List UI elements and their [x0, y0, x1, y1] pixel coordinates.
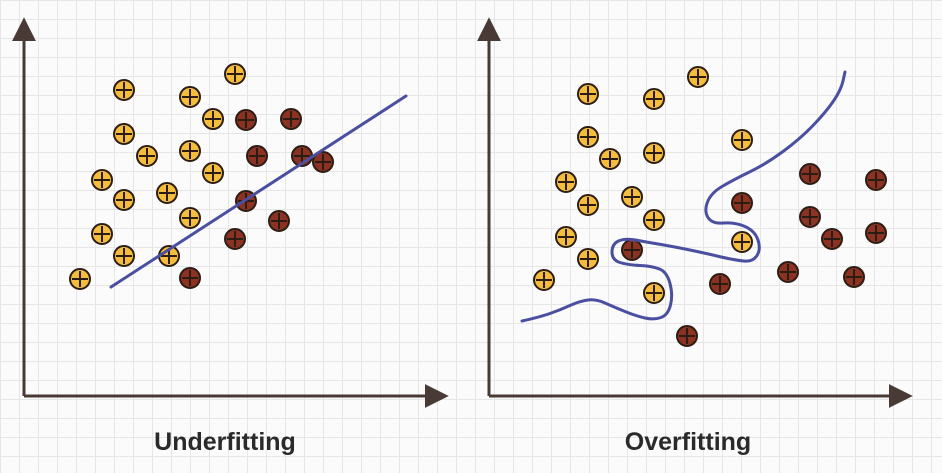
- yellow-point: [731, 231, 753, 253]
- red-point: [280, 108, 302, 130]
- yellow-point: [179, 207, 201, 229]
- yellow-point: [621, 186, 643, 208]
- overfitting-axes: [477, 17, 913, 408]
- fit-lines: [109, 70, 847, 323]
- yellow-point: [555, 226, 577, 248]
- yellow-point: [136, 145, 158, 167]
- yellow-point: [555, 171, 577, 193]
- red-point: [268, 210, 290, 232]
- red-point: [731, 192, 753, 214]
- yellow-point: [156, 182, 178, 204]
- yellow-point: [643, 209, 665, 231]
- red-point: [709, 273, 731, 295]
- yellow-point: [179, 140, 201, 162]
- red-point: [676, 325, 698, 347]
- overfitting-caption: Overfitting: [624, 428, 752, 456]
- yellow-point: [577, 83, 599, 105]
- yellow-point: [113, 123, 135, 145]
- red-point: [799, 163, 821, 185]
- yellow-point: [202, 162, 224, 184]
- red-point: [821, 228, 843, 250]
- yellow-point: [202, 108, 224, 130]
- red-point: [312, 151, 334, 173]
- yellow-point: [643, 282, 665, 304]
- yellow-point: [577, 126, 599, 148]
- yellow-point: [577, 194, 599, 216]
- yellow-point: [224, 63, 246, 85]
- underfitting-caption: Underfitting: [154, 428, 296, 456]
- red-point: [621, 239, 643, 261]
- red-point: [246, 145, 268, 167]
- red-point: [799, 206, 821, 228]
- yellow-point: [599, 148, 621, 170]
- red-point: [865, 169, 887, 191]
- red-point: [224, 228, 246, 250]
- yellow-point: [643, 142, 665, 164]
- red-point: [179, 267, 201, 289]
- yellow-point: [731, 129, 753, 151]
- overfitting-fit-curve: [520, 70, 847, 323]
- overfitting-points: [533, 66, 887, 347]
- red-point: [777, 261, 799, 283]
- underfitting-fit-line: [109, 94, 408, 289]
- underfitting-axes: [11, 17, 449, 408]
- yellow-point: [687, 66, 709, 88]
- red-point: [235, 109, 257, 131]
- yellow-point: [179, 86, 201, 108]
- yellow-point: [577, 248, 599, 270]
- yellow-point: [533, 269, 555, 291]
- red-point: [843, 266, 865, 288]
- red-point: [865, 222, 887, 244]
- yellow-point: [91, 223, 113, 245]
- yellow-point: [69, 268, 91, 290]
- yellow-point: [113, 79, 135, 101]
- yellow-point: [643, 88, 665, 110]
- yellow-point: [113, 245, 135, 267]
- underfitting-points: [69, 63, 334, 290]
- yellow-point: [91, 169, 113, 191]
- yellow-point: [113, 189, 135, 211]
